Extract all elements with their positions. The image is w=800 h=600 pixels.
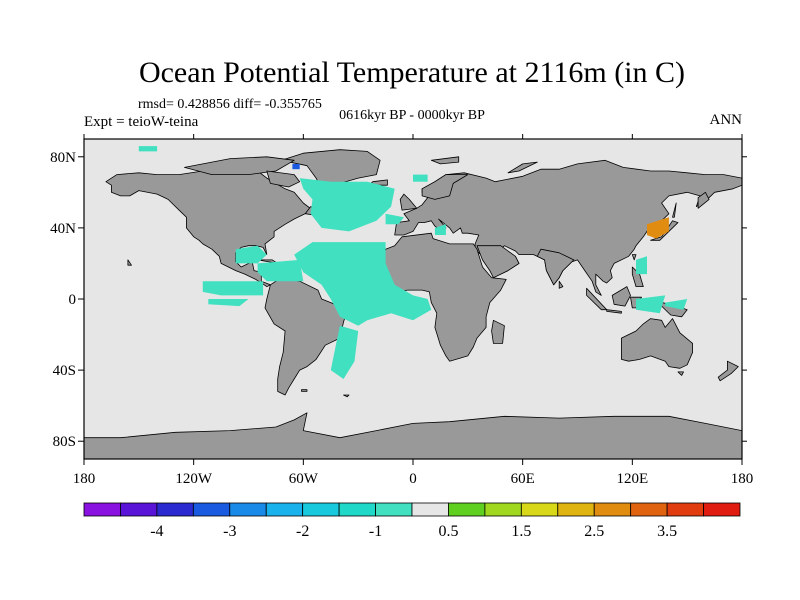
land-australia — [621, 318, 693, 369]
colorbar-label: 1.5 — [511, 523, 531, 540]
y-tick-label: 0 — [69, 292, 77, 308]
land-new-zealand — [717, 360, 739, 382]
x-tick-label: 60E — [511, 471, 535, 487]
colorbar-swatch — [229, 502, 267, 517]
land-india — [536, 248, 575, 286]
colorbar-swatch — [156, 502, 194, 517]
land-kamchatka-tip — [697, 191, 710, 209]
colorbar-swatch — [338, 502, 376, 517]
land-madagascar — [491, 319, 505, 344]
anomaly-north-atlantic-1 — [385, 213, 404, 225]
land-south-georgia — [343, 394, 350, 398]
land-hawaii — [127, 259, 132, 266]
land-antarctica — [84, 412, 742, 459]
colorbar-swatch — [666, 502, 704, 517]
land-arabia — [476, 245, 520, 279]
colorbar-label: 0.5 — [438, 523, 458, 540]
colorbar-label: -2 — [296, 523, 309, 540]
anomaly-mediterranean-0 — [434, 224, 446, 235]
x-tick-label: 0 — [409, 471, 417, 487]
land-layer — [84, 149, 742, 459]
anomaly-west-pacific-0 — [636, 256, 647, 275]
land-sakhalin — [672, 202, 677, 218]
anomaly-west-pacific-1 — [636, 295, 666, 314]
colorbar-swatch — [593, 502, 632, 517]
x-tick-label: 180 — [731, 471, 754, 487]
map-panel — [83, 138, 743, 460]
colorbar-swatch — [448, 502, 486, 517]
land-scandinavia — [421, 174, 469, 200]
land-java — [606, 309, 622, 314]
anomaly-east-pacific-0 — [202, 281, 264, 296]
colorbar-swatch — [557, 502, 595, 517]
season-label: ANN — [710, 112, 743, 128]
colorbar-swatch — [630, 502, 668, 517]
colorbar-swatch — [411, 502, 449, 517]
anomaly-arctic-spots-0 — [138, 146, 158, 152]
colorbar-swatch — [120, 502, 158, 517]
anomaly-gulf-caribbean-1 — [257, 259, 304, 282]
land-sumatra — [586, 287, 608, 311]
y-tick-label: 80S — [53, 434, 76, 450]
anomaly-north-atlantic-0 — [299, 178, 395, 232]
colorbar-label: -1 — [369, 523, 382, 540]
land-tasmania — [677, 371, 684, 376]
anomaly-tropical-atlantic-1 — [330, 325, 359, 379]
stats-text: rmsd= 0.428856 diff= -0.355765 — [138, 97, 322, 112]
axis-layer: 180 120W 60W 0 60E 120E 180 80N 40N 0 40S 80S — [50, 134, 753, 487]
colorbar-swatch — [520, 502, 559, 517]
land-greenland — [280, 149, 381, 193]
colorbar: -4 -3 -2 -1 0.5 1.5 2.5 3.5 — [83, 502, 741, 540]
land-taiwan — [631, 254, 637, 261]
land-novaya-zemlya — [507, 161, 538, 174]
x-tick-label: 180 — [73, 471, 96, 487]
chart-title: Ocean Potential Temperature at 2116m (in… — [139, 56, 685, 89]
y-tick-label: 40S — [53, 363, 76, 379]
land-eurasia — [394, 159, 742, 296]
colorbar-label: -4 — [150, 523, 163, 540]
y-tick-label: 80N — [50, 150, 76, 166]
x-tick-label: 120E — [616, 471, 648, 487]
colorbar-swatch — [265, 502, 304, 517]
colorbar-swatch — [302, 502, 340, 517]
land-africa — [381, 232, 507, 362]
anomaly-west-pacific-2 — [665, 299, 688, 310]
land-canadian-arctic — [184, 156, 295, 176]
colorbar-swatch — [83, 502, 121, 517]
colorbar-label: 2.5 — [584, 523, 604, 540]
colorbar-swatch — [703, 502, 741, 517]
x-tick-label: 120W — [175, 471, 213, 487]
land-falklands — [301, 389, 308, 392]
y-tick-label: 40N — [50, 221, 76, 237]
anomaly-arctic-spots-1 — [413, 174, 428, 182]
anomaly-japan-sea-0 — [647, 217, 669, 239]
colorbar-swatch — [375, 502, 413, 517]
colorbar-label: 3.5 — [657, 523, 677, 540]
land-japan — [650, 220, 679, 241]
period-label: 0616kyr BP - 0000kyr BP — [339, 108, 485, 123]
colorbar-swatch — [192, 502, 231, 517]
anomaly-east-pacific-1 — [208, 299, 249, 307]
x-tick-label: 60W — [289, 471, 319, 487]
land-south-america — [264, 277, 348, 396]
anomaly-gulf-caribbean-0 — [235, 245, 267, 264]
land-baffin-island — [266, 170, 301, 188]
anomaly-layer — [138, 146, 688, 379]
colorbar-label: -3 — [223, 523, 236, 540]
colorbar-swatch — [484, 502, 522, 517]
experiment-label: Expt = teioW-teina — [84, 114, 199, 130]
land-borneo — [611, 286, 631, 307]
anomaly-tropical-atlantic-0 — [294, 242, 432, 326]
land-sri-lanka — [558, 280, 564, 289]
land-uk — [399, 193, 418, 211]
anomaly-baffin-spot-0 — [292, 163, 300, 170]
land-svalbard — [430, 156, 460, 165]
